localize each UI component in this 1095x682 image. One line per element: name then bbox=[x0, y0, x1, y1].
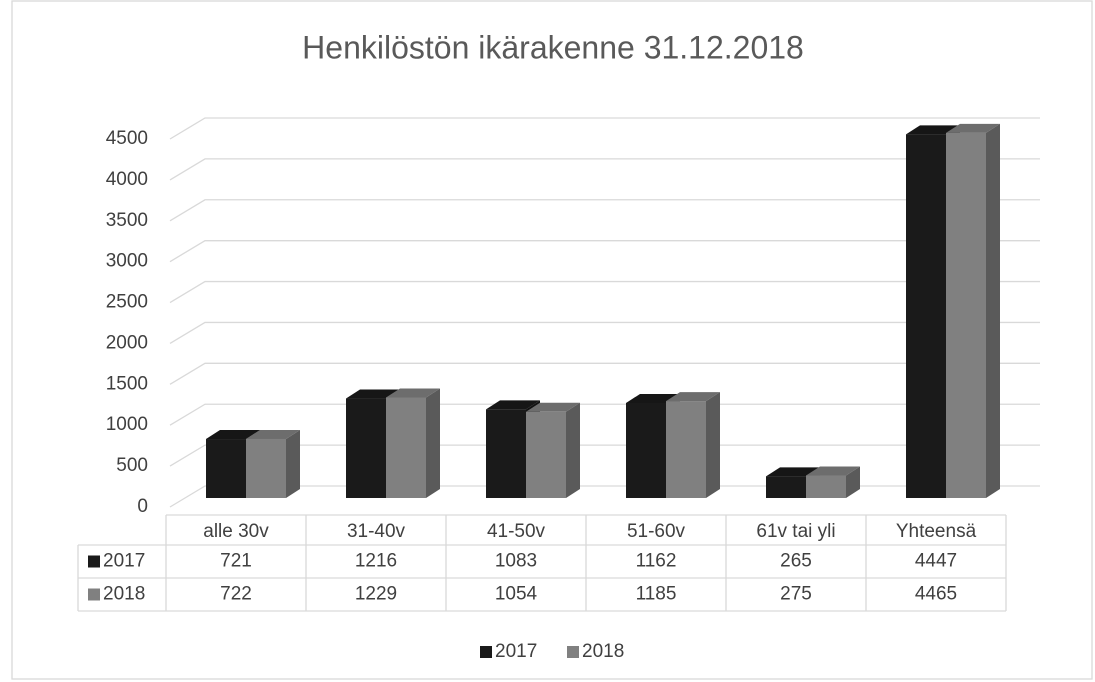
y-tick-label: 1500 bbox=[106, 373, 148, 394]
bar-side bbox=[986, 123, 1000, 499]
bar-side bbox=[286, 429, 300, 498]
bar bbox=[386, 397, 426, 498]
table-cell: 1162 bbox=[636, 551, 677, 572]
table-cell: 265 bbox=[780, 551, 812, 572]
bar-side bbox=[706, 392, 720, 498]
grid-line bbox=[169, 158, 1040, 181]
legend-key bbox=[480, 646, 492, 658]
grid-line bbox=[169, 362, 1040, 385]
grid-line bbox=[169, 117, 1040, 140]
table-cell: 4465 bbox=[915, 584, 957, 605]
legend-key bbox=[567, 646, 579, 658]
table-cell: 1216 bbox=[355, 551, 397, 572]
grid-line bbox=[169, 485, 1040, 508]
table-cell: 1229 bbox=[355, 584, 397, 605]
bar-top bbox=[206, 430, 260, 440]
x-tick-label: alle 30v bbox=[203, 521, 269, 542]
bar bbox=[906, 134, 946, 498]
grid-line bbox=[169, 444, 1040, 467]
bar-top bbox=[246, 429, 300, 439]
bar-top bbox=[626, 393, 680, 403]
bar-top bbox=[386, 388, 440, 398]
table-cell: 722 bbox=[220, 584, 252, 605]
grid-line bbox=[169, 199, 1040, 222]
y-tick-label: 500 bbox=[116, 455, 148, 476]
bar bbox=[766, 476, 806, 498]
y-tick-label: 3000 bbox=[106, 251, 148, 272]
y-tick-label: 0 bbox=[137, 496, 148, 517]
bar bbox=[246, 438, 286, 498]
bar-top bbox=[766, 467, 820, 477]
legend-label: 2018 bbox=[582, 641, 624, 662]
table-cell: 4447 bbox=[915, 551, 957, 572]
bar bbox=[346, 398, 386, 498]
bar-top bbox=[526, 402, 580, 412]
bar-side bbox=[846, 466, 860, 498]
table-cell: 1083 bbox=[495, 551, 537, 572]
table-legend-key bbox=[88, 588, 100, 601]
table-cell: 1054 bbox=[495, 584, 538, 605]
table-legend-key bbox=[88, 555, 100, 568]
table-row-header: 2018 bbox=[103, 584, 145, 605]
x-tick-label: 31-40v bbox=[347, 521, 406, 542]
bar-top bbox=[946, 123, 1000, 133]
grid-line bbox=[169, 403, 1040, 426]
bar bbox=[206, 439, 246, 498]
y-tick-label: 1000 bbox=[106, 414, 148, 435]
bar-top bbox=[666, 392, 720, 402]
table-cell: 721 bbox=[220, 551, 252, 572]
x-tick-label: 61v tai yli bbox=[756, 521, 835, 542]
bar-top bbox=[346, 389, 400, 399]
table-row-header: 2017 bbox=[103, 551, 145, 572]
grid-line bbox=[169, 280, 1040, 304]
legend-label: 2017 bbox=[495, 641, 537, 662]
bar-top bbox=[486, 400, 540, 410]
bar bbox=[526, 411, 566, 498]
bar bbox=[626, 402, 666, 498]
chart-title: Henkilöstön ikärakenne 31.12.2018 bbox=[302, 29, 804, 65]
bar-side bbox=[566, 402, 580, 498]
bar bbox=[806, 475, 846, 498]
x-tick-label: 41-50v bbox=[487, 521, 546, 542]
bar-side bbox=[426, 388, 440, 498]
table-cell: 275 bbox=[780, 584, 812, 605]
bar bbox=[666, 401, 706, 498]
grid-line bbox=[169, 240, 1040, 263]
bar-top bbox=[806, 466, 860, 476]
y-tick-label: 2500 bbox=[106, 292, 148, 313]
y-tick-label: 2000 bbox=[106, 332, 148, 353]
bar bbox=[486, 409, 526, 498]
y-tick-label: 4000 bbox=[106, 169, 148, 190]
grid-line bbox=[169, 321, 1040, 345]
y-tick-label: 3500 bbox=[106, 210, 148, 231]
y-tick-label: 4500 bbox=[106, 128, 148, 149]
bar bbox=[946, 132, 986, 498]
x-tick-label: 51-60v bbox=[627, 521, 686, 542]
table-cell: 1185 bbox=[636, 584, 677, 605]
x-tick-label: Yhteensä bbox=[896, 521, 977, 542]
bar-top bbox=[906, 125, 960, 135]
